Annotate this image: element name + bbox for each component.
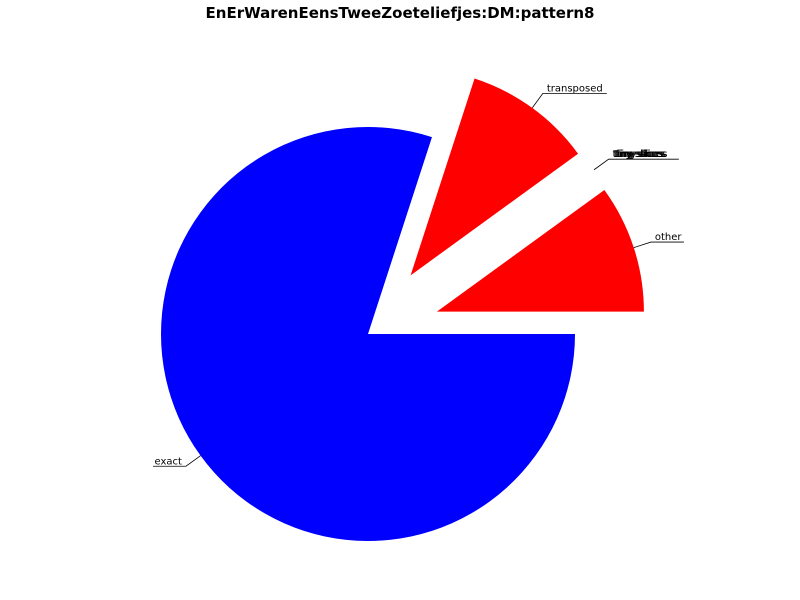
- pie-slices: [160, 78, 644, 541]
- pie-labels: othertiny-slicestiny-slicestiny-slicesti…: [152, 83, 684, 467]
- pie-slice-other: [436, 189, 644, 312]
- slice-label-overlap-0: tiny-slices: [613, 149, 663, 160]
- slice-label-overlap-4: tiny-slices: [617, 149, 667, 160]
- chart-title: EnErWarenEensTweeZoeteliefjes:DM:pattern…: [205, 4, 595, 22]
- leader-line-exact: [152, 455, 201, 467]
- slice-label-overlap-3: tiny-slices: [616, 149, 666, 160]
- slice-label-tiny-slices: tiny-slices: [613, 149, 663, 160]
- leader-line-tiny-slices: [593, 158, 679, 171]
- slice-label-transposed: transposed: [547, 83, 603, 94]
- leader-line-transposed: [531, 92, 607, 109]
- slice-label-other: other: [655, 232, 683, 243]
- leader-line-other: [633, 241, 684, 249]
- pie-slice-exact: [160, 126, 575, 541]
- slice-label-overlap-2: tiny-slices: [615, 149, 665, 160]
- slice-label-exact: exact: [155, 456, 183, 467]
- pie-slice-transposed: [410, 78, 579, 276]
- slice-label-overlap-1: tiny-slices: [614, 149, 664, 160]
